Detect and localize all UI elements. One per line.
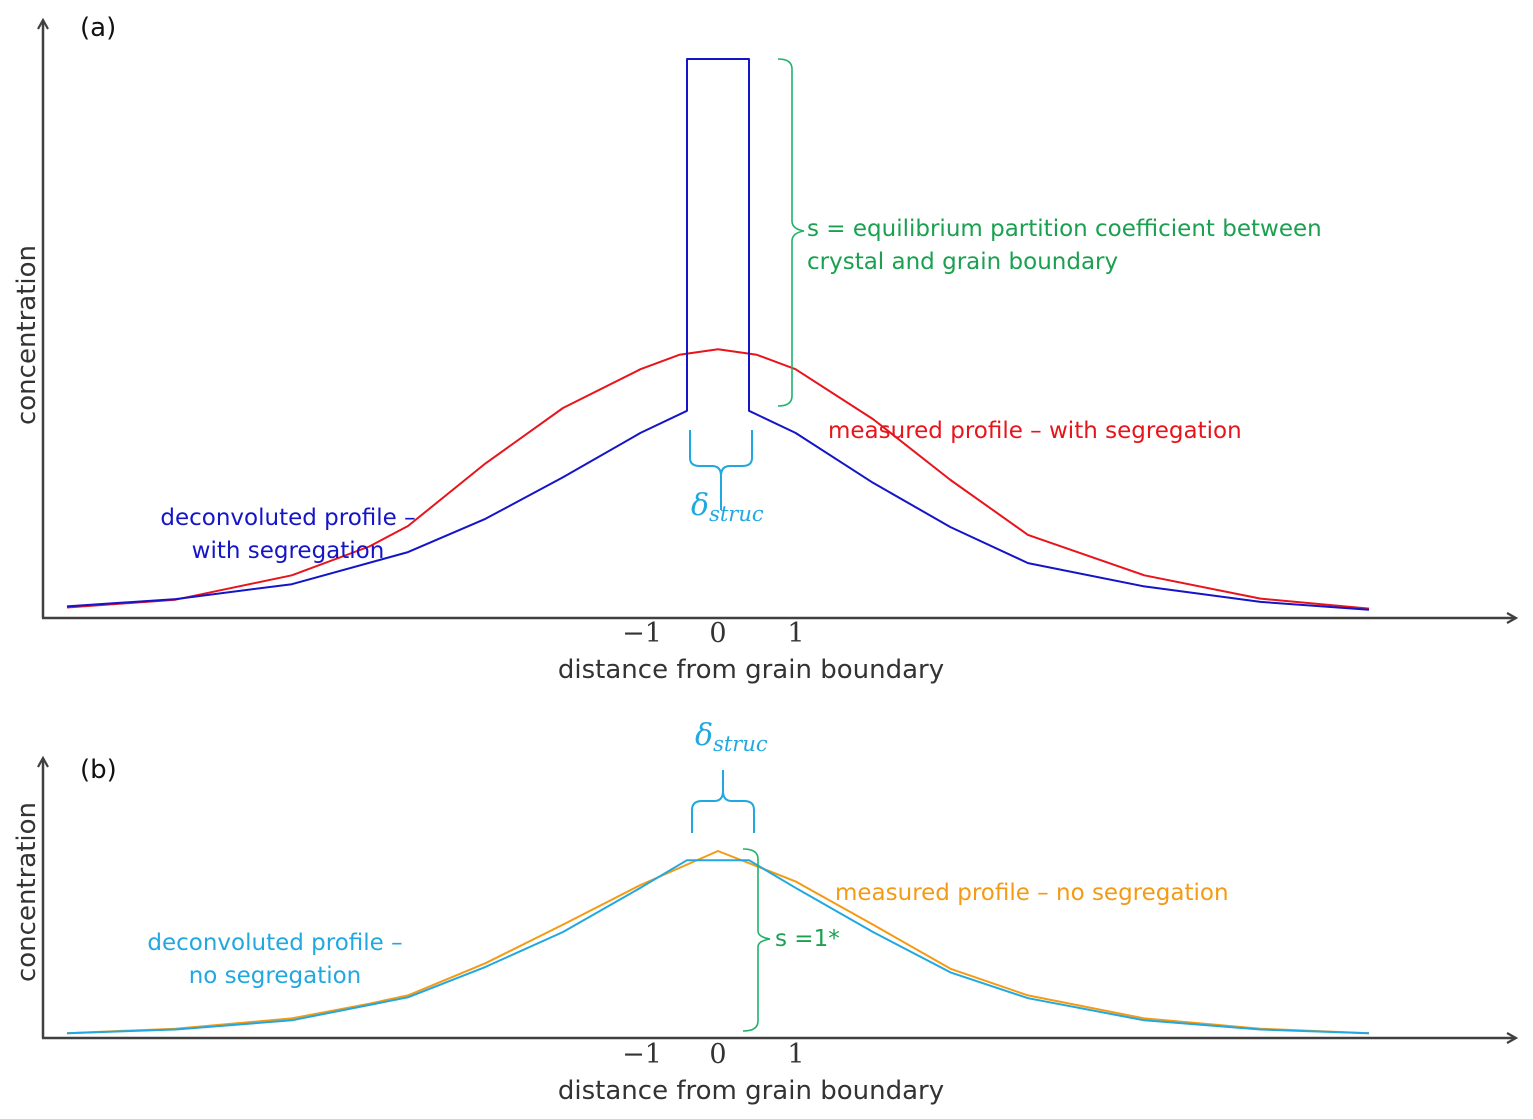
x-tick-label-a-0: 0	[709, 618, 726, 649]
s-brace-a	[777, 58, 805, 407]
x-axis-title-a: distance from grain boundary	[558, 655, 944, 685]
delta-subscript-b: struc	[713, 732, 768, 756]
x-axis-title-b: distance from grain boundary	[558, 1076, 944, 1106]
x-tick-label-b-minus1: −1	[622, 1039, 662, 1070]
panel-b: (b) concentration distance from grain bo…	[12, 718, 1516, 1106]
series-group-b	[66, 850, 1370, 1035]
delta-subscript-a: struc	[709, 502, 764, 526]
deconvoluted-profile-label-line2-b: no segregation	[189, 963, 362, 989]
y-axis-title-a: concentration	[12, 245, 42, 425]
series-line-b-1	[66, 859, 1370, 1035]
s-annotation-b: s =1*	[775, 926, 840, 952]
delta-struc-label-b: δstruc	[695, 718, 768, 756]
deconvoluted-profile-label-line1-b: deconvoluted profile –	[147, 930, 402, 956]
s-annotation-line2-a: crystal and grain boundary	[807, 249, 1118, 275]
x-tick-label-b-0: 0	[709, 1039, 726, 1070]
series-line-b-0	[66, 850, 1370, 1035]
delta-symbol-a: δ	[691, 488, 709, 523]
panel-a: (a) concentration distance from grain bo…	[12, 13, 1516, 685]
deconvoluted-profile-label-line2-a: with segregation	[192, 538, 385, 564]
delta-struc-label-a: δstruc	[691, 488, 764, 526]
deconvoluted-profile-label-line1-a: deconvoluted profile –	[160, 505, 415, 531]
x-tick-label-a-1: 1	[787, 618, 804, 649]
panel-a-label: (a)	[80, 13, 116, 43]
delta-brace-a	[689, 430, 753, 510]
series-group-a	[66, 58, 1370, 611]
series-line-a-0	[66, 348, 1370, 610]
series-line-a-1	[66, 58, 1370, 611]
y-axis-title-b: concentration	[12, 802, 42, 982]
s-annotation-line1-a: s = equilibrium partition coefficient be…	[807, 216, 1322, 242]
s-brace-b	[742, 848, 771, 1032]
x-tick-label-b-1: 1	[787, 1039, 804, 1070]
measured-profile-label-b: measured profile – no segregation	[835, 880, 1229, 906]
delta-symbol-b: δ	[695, 718, 713, 753]
panel-b-label: (b)	[80, 755, 117, 785]
delta-brace-b	[691, 770, 755, 833]
x-tick-label-a-minus1: −1	[622, 618, 662, 649]
measured-profile-label-a: measured profile – with segregation	[828, 418, 1242, 444]
